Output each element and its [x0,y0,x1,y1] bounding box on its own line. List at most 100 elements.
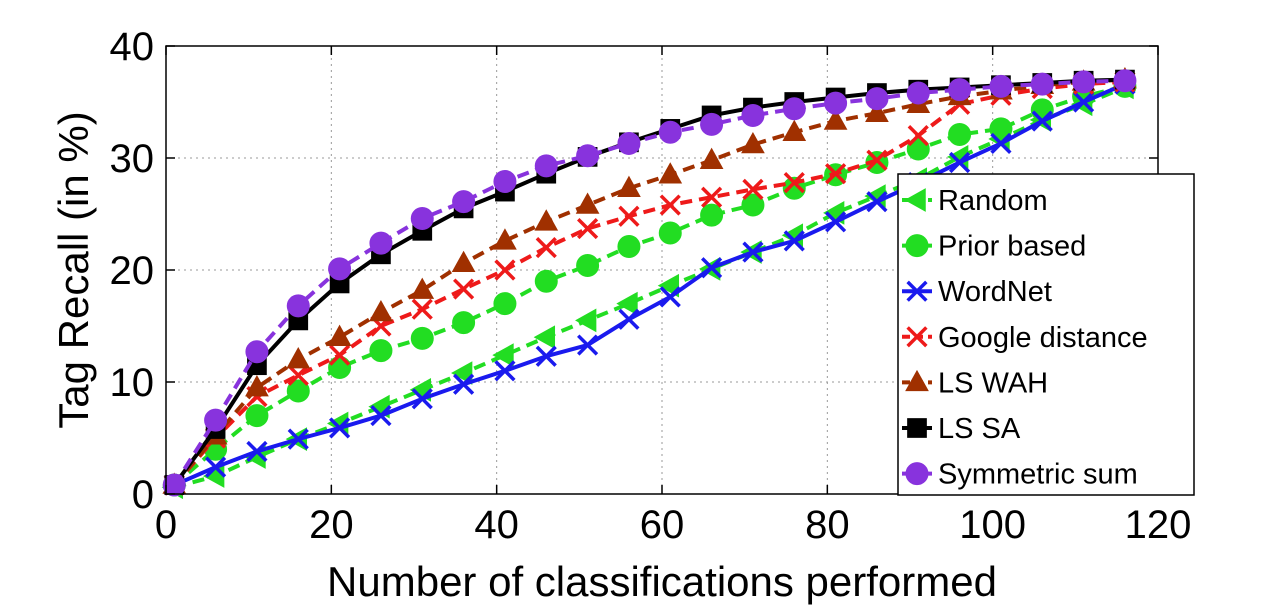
legend-swatch-marker [905,369,929,392]
legend-item-ls-sa: LS SA [902,413,1021,445]
legend-box [897,173,1195,496]
data-point-wordnet [866,191,888,213]
data-point-symmetric-sum [948,78,972,102]
data-point-prior-based [328,355,352,379]
data-point-prior-based [369,339,393,363]
data-point-symmetric-sum [1030,72,1054,96]
legend-item-wordnet: WordNet [902,276,1052,308]
data-point-symmetric-sum [576,144,600,168]
data-point-ls-wah [327,324,352,346]
data-point-wordnet [577,334,599,356]
data-point-wordnet [618,308,640,330]
data-point-symmetric-sum [700,112,724,136]
data-point-prior-based [534,269,558,293]
data-point-wordnet [205,456,227,478]
data-point-wordnet [1073,91,1095,113]
data-point-ls-wah [575,192,600,214]
legend-label: LS SA [938,413,1021,445]
legend-swatch-marker [906,326,928,348]
data-point-ls-wah [534,209,559,231]
y-tick-label: 30 [110,137,155,181]
data-point-prior-based [948,122,972,146]
legend-swatch-marker [905,234,929,258]
data-point-symmetric-sum [534,154,558,178]
data-point-google-distance [659,194,681,216]
x-tick-label: 20 [309,503,354,547]
data-point-prior-based [700,203,724,227]
data-point-symmetric-sum [245,340,269,364]
data-point-ls-wah [658,162,683,184]
data-point-ls-wah [286,347,311,369]
data-point-prior-based [493,292,517,316]
data-point-symmetric-sum [328,257,352,281]
y-axis-title: Tag Recall (in %) [50,111,97,428]
data-point-ls-wah [410,277,435,299]
legend-item-ls-wah: LS WAH [902,367,1048,399]
legend-label: Prior based [938,231,1086,263]
data-point-symmetric-sum [989,74,1013,98]
data-point-google-distance [535,237,557,259]
data-point-prior-based [989,117,1013,141]
data-point-google-distance [453,278,475,300]
data-point-ls-wah [369,299,393,322]
axis-ticks: 0 20 40 60 80 100 120 0 10 20 30 40 [110,25,1192,547]
data-point-wordnet [329,417,351,439]
x-tick-label: 60 [640,503,685,547]
data-point-wordnet [783,230,805,252]
data-point-symmetric-sum [369,231,393,255]
data-point-wordnet [453,373,475,395]
data-point-random [616,291,638,316]
legend-label: Random [938,185,1048,217]
data-point-prior-based [576,254,600,278]
data-point-prior-based [617,234,641,258]
legend-label: WordNet [938,276,1052,308]
data-point-symmetric-sum [204,408,228,432]
data-point-random [575,308,597,333]
legend-label: Google distance [938,322,1148,354]
data-point-symmetric-sum [1113,69,1137,93]
x-axis-title: Number of classifications performed [327,558,997,605]
data-point-random [492,343,514,367]
data-point-prior-based [741,193,765,217]
data-point-wordnet [494,360,516,382]
x-tick-label: 0 [155,503,177,547]
data-point-google-distance [618,205,640,227]
data-point-symmetric-sum [782,97,806,121]
data-point-symmetric-sum [286,294,310,318]
legend-item-google-distance: Google distance [902,322,1148,354]
data-point-google-distance [866,149,888,171]
data-point-google-distance [329,344,351,366]
data-point-wordnet [246,440,268,463]
legend-label: Symmetric sum [938,459,1138,491]
data-point-symmetric-sum [617,131,641,155]
y-tick-label: 0 [132,473,154,517]
plot-series [161,67,1137,500]
legend: Random Prior based WordNet Google distance L… [897,173,1195,496]
legend-item-prior-based: Prior based [902,231,1086,263]
legend-swatch-marker [906,280,928,302]
data-point-ls-wah [865,100,889,122]
data-point-symmetric-sum [865,87,889,111]
data-point-ls-wah [699,147,724,169]
data-point-symmetric-sum [824,91,848,115]
data-point-google-distance [577,217,599,240]
legend-swatch-marker [907,418,927,438]
series-symmetric-sum [162,69,1137,497]
data-point-google-distance [825,163,847,185]
y-tick-label: 20 [110,249,155,293]
data-point-symmetric-sum [452,190,476,214]
data-point-wordnet [659,286,681,308]
data-point-google-distance [742,178,764,200]
data-point-symmetric-sum [410,206,434,230]
x-tick-label: 120 [1125,503,1192,547]
data-point-prior-based [410,326,434,350]
data-point-prior-based [245,404,269,428]
x-tick-label: 40 [474,503,519,547]
legend-item-symmetric-sum: Symmetric sum [902,459,1138,491]
data-point-ls-wah [245,375,269,397]
data-point-symmetric-sum [741,103,765,127]
y-tick-label: 40 [110,25,155,69]
legend-swatch-marker [905,462,929,486]
data-point-symmetric-sum [162,473,186,497]
